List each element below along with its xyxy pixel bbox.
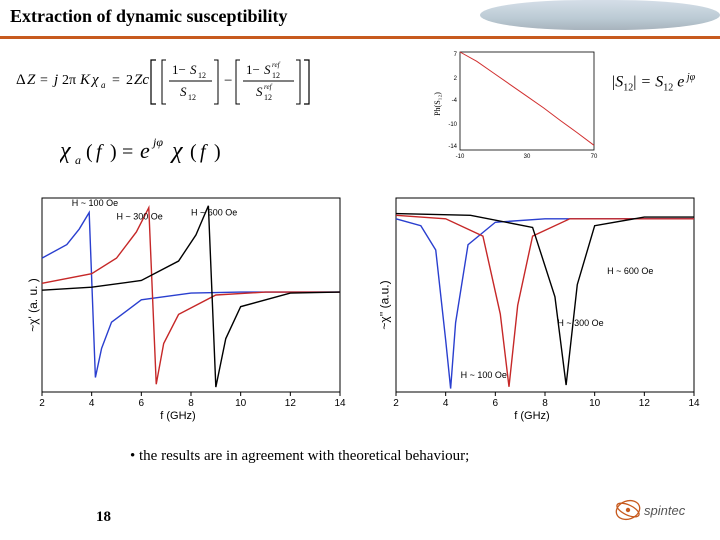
svg-text:=: =: [122, 141, 133, 163]
svg-text:1−: 1−: [172, 62, 186, 77]
equation-s12-magnitude: |S12| = S12 e jφ: [612, 72, 695, 94]
svg-text:30: 30: [524, 154, 531, 160]
svg-text:Z: Z: [27, 72, 36, 88]
svg-text:(: (: [190, 141, 197, 163]
equation-delta-z-svg: Δ Z = j 2π K χ a = 2 Zc 1− S 12 S 12 − 1…: [16, 54, 386, 110]
svg-text:H ~ 600 Oe: H ~ 600 Oe: [607, 266, 653, 276]
svg-text:K: K: [79, 72, 91, 88]
svg-text:χ: χ: [90, 72, 99, 88]
svg-text:Zc: Zc: [134, 72, 149, 88]
svg-text:=: =: [112, 73, 120, 88]
svg-text:-14: -14: [448, 144, 457, 150]
svg-text:ref: ref: [264, 83, 273, 91]
svg-text:6: 6: [493, 398, 499, 409]
svg-text:=: =: [40, 73, 48, 88]
svg-text:12: 12: [198, 71, 206, 80]
slide-header: Extraction of dynamic susceptibility: [0, 0, 720, 36]
svg-text:6: 6: [139, 398, 145, 409]
svg-text:f: f: [200, 141, 208, 163]
chi-real-xlabel: f (GHz): [160, 410, 195, 422]
svg-text:10: 10: [589, 398, 601, 409]
svg-text:jφ: jφ: [151, 135, 163, 149]
slide-title: Extraction of dynamic susceptibility: [0, 0, 720, 33]
chi-real-chart: ~χ' (a. u. ) 2 4 6 8 10 12 14 H ~ 100 Oe H ~ 300…: [8, 190, 348, 420]
svg-text:a: a: [101, 80, 106, 90]
svg-text:S: S: [190, 62, 197, 77]
equation-chi-a: χ a ( f ) = e jφ χ ( f ): [60, 130, 280, 177]
svg-text:H ~ 600 Oe: H ~ 600 Oe: [191, 207, 237, 217]
svg-text:-4: -4: [452, 98, 458, 104]
svg-text:−: −: [224, 73, 232, 89]
svg-text:12: 12: [639, 398, 651, 409]
page-number: 18: [96, 509, 111, 526]
svg-text:2: 2: [126, 73, 133, 88]
svg-text:2π: 2π: [62, 73, 76, 88]
svg-text:14: 14: [334, 398, 346, 409]
svg-text:ref: ref: [272, 61, 281, 69]
phase-chart: 7 -14 -4 2 -10 -10 70 30 Ph(S₁₂): [430, 46, 600, 166]
svg-text:j: j: [52, 72, 58, 88]
svg-text:): ): [214, 141, 221, 163]
svg-text:Δ: Δ: [16, 72, 26, 88]
svg-text:χ: χ: [60, 138, 72, 164]
svg-text:H ~ 300 Oe: H ~ 300 Oe: [557, 318, 603, 328]
svg-text:S: S: [180, 84, 187, 99]
chi-imag-chart: ~χ'' (a.u.) 2 4 6 8 10 12 14 H ~ 100 Oe H ~ 300 …: [362, 190, 702, 420]
svg-text:2: 2: [454, 76, 458, 82]
bullet-text: • the results are in agreement with theo…: [130, 448, 469, 465]
svg-text:S: S: [264, 62, 271, 77]
chi-imag-ylabel: ~χ'' (a.u.): [378, 280, 392, 329]
svg-text:H ~ 100 Oe: H ~ 100 Oe: [72, 198, 118, 208]
chi-imag-xlabel: f (GHz): [514, 410, 549, 422]
svg-text:(: (: [86, 141, 93, 163]
svg-text:a: a: [75, 153, 81, 167]
svg-text:12: 12: [285, 398, 297, 409]
chi-real-ylabel: ~χ' (a. u. ): [26, 278, 40, 332]
svg-text:12: 12: [188, 93, 196, 102]
logo-text: spintec: [644, 503, 686, 518]
svg-text:70: 70: [591, 154, 598, 160]
svg-text:8: 8: [542, 398, 548, 409]
svg-text:): ): [110, 141, 117, 163]
svg-text:-10: -10: [448, 122, 457, 128]
svg-text:2: 2: [393, 398, 399, 409]
svg-text:H ~ 300 Oe: H ~ 300 Oe: [117, 211, 163, 221]
svg-text:S: S: [256, 84, 263, 99]
svg-text:14: 14: [688, 398, 700, 409]
svg-text:χ: χ: [170, 138, 184, 164]
svg-text:4: 4: [443, 398, 449, 409]
svg-text:-10: -10: [456, 154, 465, 160]
svg-text:10: 10: [235, 398, 247, 409]
svg-text:2: 2: [39, 398, 45, 409]
svg-text:4: 4: [89, 398, 95, 409]
svg-text:e: e: [140, 138, 150, 163]
equation-delta-z: Δ Z = j 2π K χ a = 2 Zc 1− S 12 S 12 − 1…: [16, 54, 704, 115]
phase-chart-ylabel: Ph(S₁₂): [433, 92, 442, 116]
svg-text:8: 8: [188, 398, 194, 409]
spintec-logo: spintec: [614, 495, 704, 530]
svg-text:f: f: [96, 141, 104, 163]
svg-text:1−: 1−: [246, 62, 260, 77]
svg-text:7: 7: [454, 52, 458, 58]
header-rule: [0, 36, 720, 39]
svg-text:12: 12: [264, 93, 272, 102]
svg-text:12: 12: [272, 71, 280, 80]
svg-text:H ~ 100 Oe: H ~ 100 Oe: [461, 370, 507, 380]
